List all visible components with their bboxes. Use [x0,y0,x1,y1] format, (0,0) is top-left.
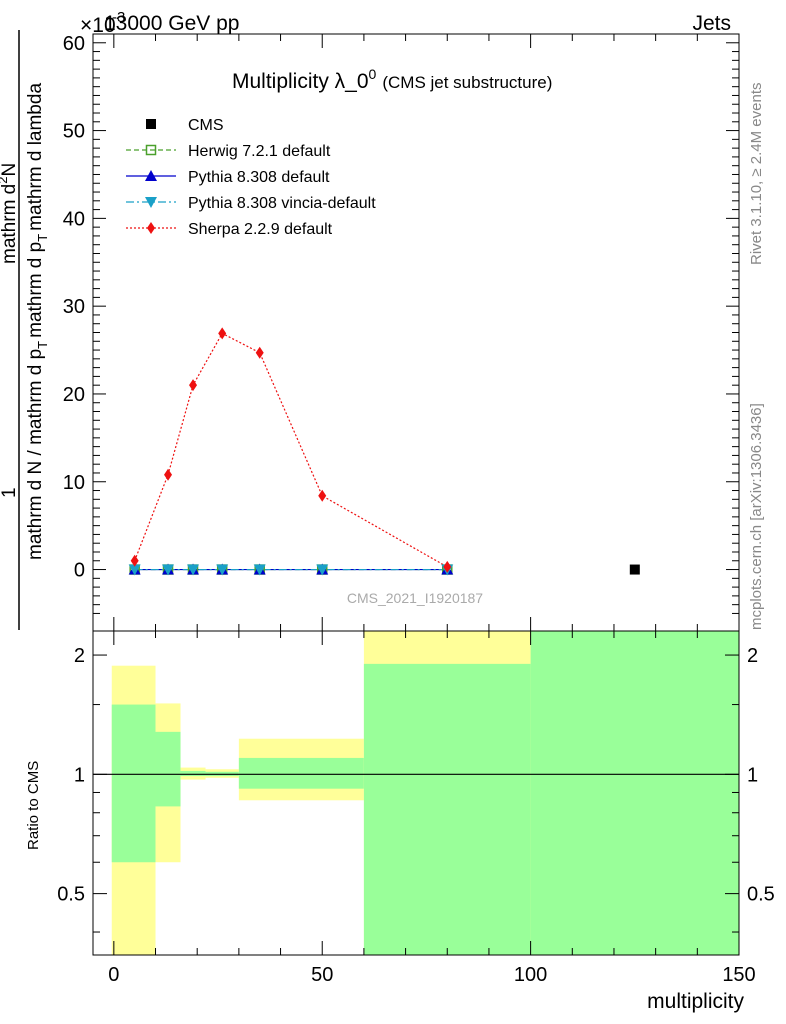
ratio-y-label: Ratio to CMS [25,761,42,850]
ratio-plot-frame [92,630,740,956]
main-y-label: mathrm d N / mathrm d pTmathrm d pTmathr… [0,30,50,630]
main-y-axis: 0 10 20 30 40 50 60 [63,33,740,631]
x-axis-label: multiplicity [647,990,744,1013]
x-tick-label: 50 [311,964,333,986]
legend-marker [145,170,157,181]
process-label: Jets [692,12,731,35]
legend-marker [146,119,156,129]
ratio-y-tick-label: 2 [74,645,85,667]
data-point [128,564,141,576]
analysis-id: CMS_2021_I1920187 [347,590,483,606]
ratio-axes: 0.5 0.5 1 1 2 2 0 50 100 150 [57,631,775,986]
x-tick-label: 150 [722,964,755,986]
energy-label: 13000 GeV pp [104,12,239,35]
legend-marker [147,222,155,234]
uncertainty-band-stat [180,770,206,777]
series-line [134,332,448,568]
y-tick-label: 0 [74,560,85,582]
ratio-y-tick-label-right: 0.5 [747,884,775,906]
y-tick-label: 30 [63,296,85,318]
rivet-note: Rivet 3.1.10, ≥ 2.4M events [748,83,765,266]
data-point [162,564,175,576]
data-point [218,327,227,340]
uncertainty-band-stat [238,757,364,789]
data-point [318,489,327,502]
plot-title-suffix: (CMS jet substructure) [382,73,552,92]
exponent-label: ×10 [80,14,116,37]
data-point [216,564,229,576]
x-tick-label: 100 [514,964,547,986]
ratio-bands [111,631,739,955]
x-tick-label: 0 [108,964,119,986]
legend: CMS Herwig 7.2.1 default Pythia 8.308 defa… [126,117,376,238]
legend-marker [145,197,157,208]
legend-entry: Pythia 8.308 vincia-default [188,195,376,212]
data-point [255,346,264,359]
legend-entry: Herwig 7.2.1 default [188,143,331,160]
data-point [316,564,329,576]
data-point [130,554,139,567]
data-point [253,564,266,576]
main-series-layer [128,327,640,576]
plot-title-sup: 0 [369,66,377,82]
data-point [164,468,173,481]
ratio-plot-panel: 0.5 0.5 1 1 2 2 0 50 100 150 Ratio to CMS multipl… [25,630,775,1013]
uncertainty-band-stat [530,631,739,955]
uncertainty-band-stat [111,704,156,863]
y-label-denominator: mathrm d N / mathrm d pTmathrm d pTmathr… [25,83,50,560]
legend-marker [145,144,157,156]
legend-entry: Pythia 8.308 default [188,169,330,186]
plot-title: Multiplicity λ_00 (CMS jet substructure) [232,66,552,93]
y-tick-label: 10 [63,472,85,494]
ratio-y-tick-label: 1 [74,764,85,786]
y-tick-label: 50 [63,121,85,143]
y-label-top-numerator: mathrm d2N [0,163,20,264]
data-point [629,564,640,575]
ratio-y-tick-label-right: 2 [747,645,758,667]
legend-entry: CMS [188,117,224,134]
data-point [443,560,452,573]
ratio-y-tick-label: 0.5 [57,884,85,906]
exponent-power: -3 [112,9,125,26]
data-point [189,379,198,392]
plot-title-main: Multiplicity λ_0 [232,70,369,93]
y-label-numerator: 1 [0,487,20,498]
data-point [187,564,200,576]
y-tick-label: 20 [63,384,85,406]
uncertainty-band-stat [363,663,531,955]
mcplots-note: mcplots.cern.ch [arXiv:1306.3436] [748,403,765,630]
ratio-y-tick-label-right: 1 [747,764,758,786]
legend-entry: Sherpa 2.2.9 default [188,221,333,238]
y-tick-label: 40 [63,208,85,230]
y-tick-label: 60 [63,33,85,55]
uncertainty-band-stat [155,731,181,807]
